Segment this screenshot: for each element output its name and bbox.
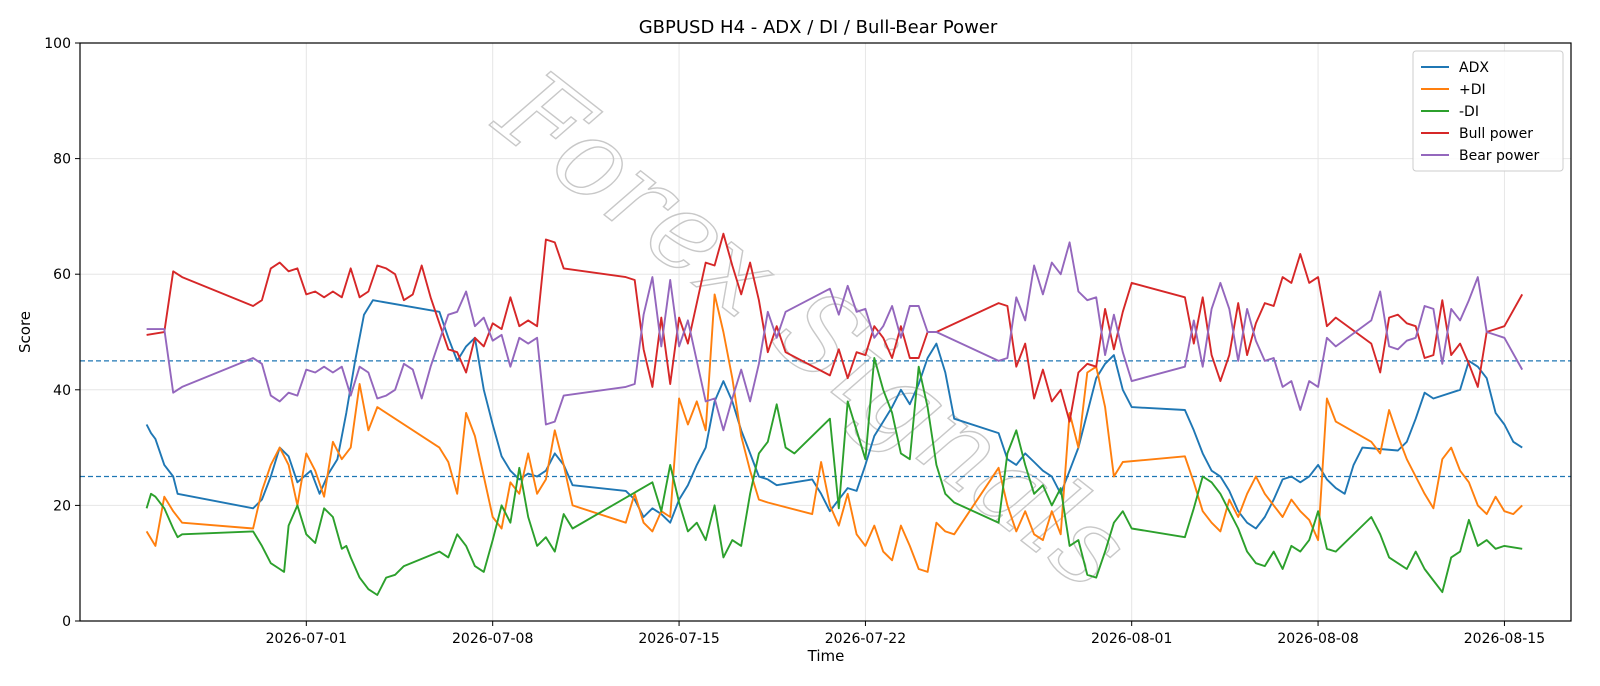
y-tick-label: 20: [53, 498, 71, 514]
series-line-adx: [145, 299, 1523, 530]
series-line-bear-power: [146, 241, 1524, 432]
x-tick-label: 2026-08-08: [1277, 631, 1358, 647]
x-tick-label: 2026-08-01: [1091, 631, 1172, 647]
series-layer: [145, 232, 1524, 596]
y-axis-title: Score: [16, 311, 34, 353]
legend: ADX +DI -DI Bull power Bear power: [1412, 50, 1564, 172]
y-tick-label: 60: [53, 267, 71, 283]
legend-box: [1412, 50, 1564, 172]
y-axis: 0 20 40 60 80 100: [44, 36, 80, 630]
series-line-di: [145, 293, 1523, 573]
legend-label: +DI: [1459, 82, 1486, 98]
x-axis: 2026-07-01 2026-07-08 2026-07-15 2026-07-22…: [266, 621, 1545, 647]
y-tick-label: 40: [53, 383, 71, 399]
legend-label: -DI: [1459, 104, 1479, 120]
x-tick-label: 2026-07-22: [825, 631, 906, 647]
series-line-bull-power: [146, 232, 1524, 423]
y-tick-label: 0: [62, 614, 71, 630]
legend-label: ADX: [1459, 60, 1489, 76]
x-axis-title: Time: [807, 647, 845, 665]
x-tick-label: 2026-07-08: [452, 631, 533, 647]
y-tick-label: 80: [53, 152, 71, 168]
legend-label: Bull power: [1459, 126, 1533, 142]
y-tick-label: 100: [44, 36, 71, 52]
series-line-di: [145, 357, 1523, 596]
x-tick-label: 2026-07-15: [638, 631, 719, 647]
chart-title: GBPUSD H4 - ADX / DI / Bull-Bear Power: [639, 17, 998, 38]
x-tick-label: 2026-07-01: [266, 631, 347, 647]
plot-frame: [79, 42, 1572, 622]
x-tick-label: 2026-08-15: [1464, 631, 1545, 647]
grid: [80, 42, 1571, 622]
legend-label: Bear power: [1459, 148, 1540, 164]
